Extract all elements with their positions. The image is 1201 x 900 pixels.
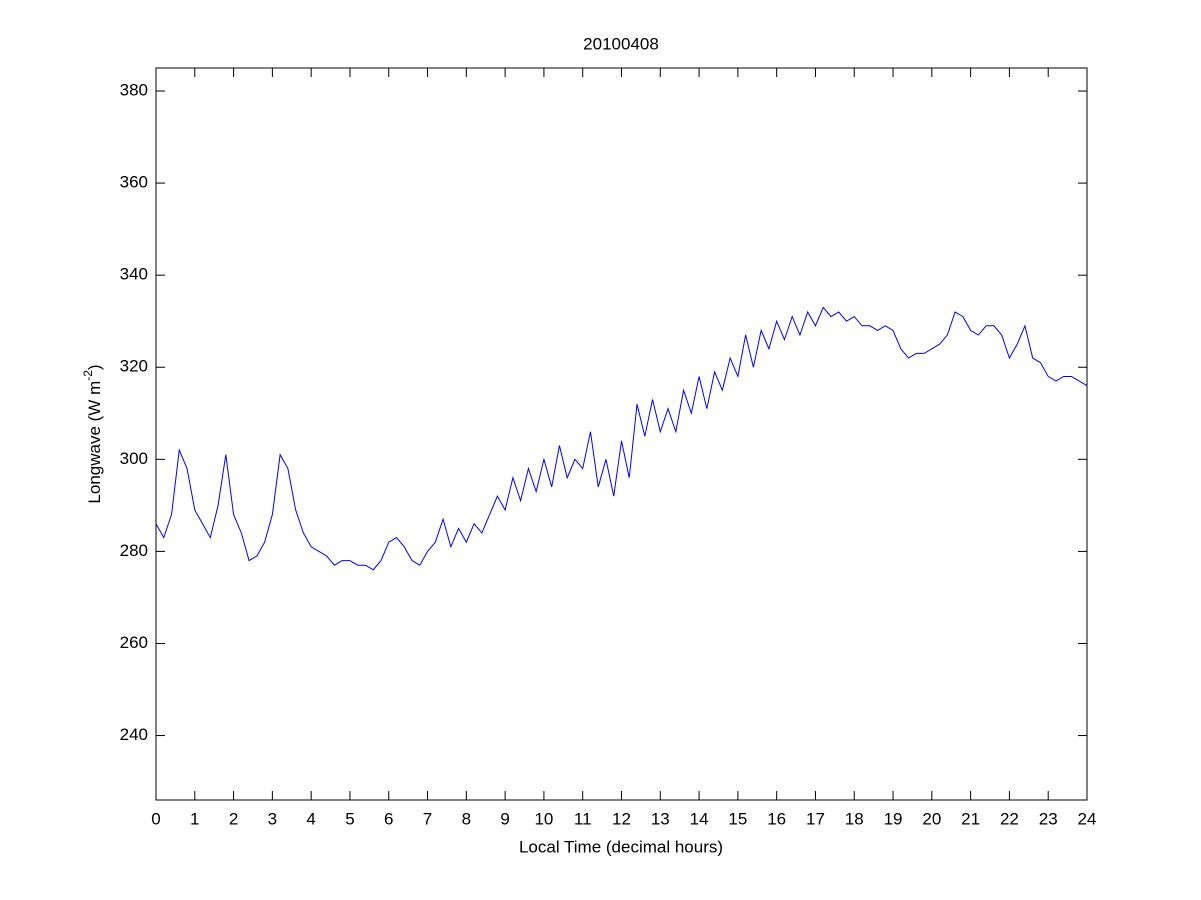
chart-title: 20100408 xyxy=(583,34,659,53)
x-tick-label: 0 xyxy=(151,809,160,828)
y-tick-label: 300 xyxy=(120,449,148,468)
plot-frame xyxy=(155,67,1088,801)
x-tick-label: 9 xyxy=(500,809,509,828)
x-tick-label: 13 xyxy=(651,809,670,828)
x-tick-label: 20 xyxy=(922,809,941,828)
x-tick-label: 23 xyxy=(1039,809,1058,828)
y-tick-label: 240 xyxy=(120,725,148,744)
x-tick-label: 14 xyxy=(690,809,709,828)
y-label-superscript: -2 xyxy=(81,370,95,381)
y-label-suffix: ) xyxy=(85,364,104,370)
y-axis-label: Longwave (W m-2) xyxy=(81,364,104,503)
x-tick-label: 18 xyxy=(845,809,864,828)
x-tick-label: 17 xyxy=(806,809,825,828)
x-tick-label: 11 xyxy=(574,809,592,828)
x-tick-label: 6 xyxy=(384,809,393,828)
y-label-text: Longwave (W m xyxy=(85,381,104,504)
x-tick-label: 3 xyxy=(268,809,277,828)
x-tick-label: 7 xyxy=(423,809,432,828)
x-tick-label: 4 xyxy=(306,809,315,828)
y-tick-label: 340 xyxy=(120,265,148,284)
y-tick-label: 280 xyxy=(120,541,148,560)
x-tick-label: 15 xyxy=(728,809,747,828)
x-tick-label: 12 xyxy=(612,809,631,828)
x-tick-label: 24 xyxy=(1078,809,1097,828)
x-axis-label: Local Time (decimal hours) xyxy=(519,837,723,856)
data-line xyxy=(155,306,1088,571)
x-tick-label: 22 xyxy=(1000,809,1019,828)
x-tick-label: 16 xyxy=(767,809,786,828)
y-tick-label: 260 xyxy=(120,633,148,652)
y-tick-label: 320 xyxy=(120,357,148,376)
x-tick-label: 5 xyxy=(345,809,354,828)
x-tick-label: 21 xyxy=(961,809,980,828)
y-tick-label: 360 xyxy=(120,173,148,192)
x-tick-label: 19 xyxy=(884,809,903,828)
x-tick-label: 8 xyxy=(462,809,471,828)
x-tick-label: 1 xyxy=(190,809,199,828)
x-tick-label: 10 xyxy=(534,809,553,828)
y-tick-label: 380 xyxy=(120,81,148,100)
x-tick-label: 2 xyxy=(229,809,238,828)
